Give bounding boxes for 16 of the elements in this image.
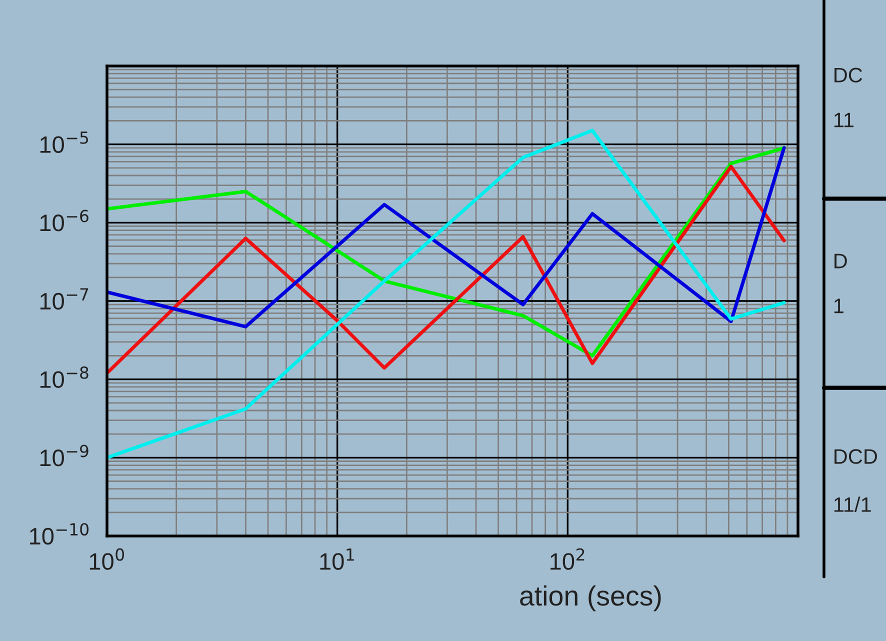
text: 11/1 (834, 496, 871, 512)
x-tick-label: 10$^{0}$ (90, 548, 124, 570)
text: DCD (834, 449, 877, 464)
x-axis-title: ation (secs) (520, 585, 661, 612)
x-tick-label: 10$^{2}$ (550, 548, 584, 570)
y-tick-label: 10$^{−7}$ (40, 288, 88, 310)
y-tick-label: 10$^{−5}$ (40, 132, 88, 153)
y-tick-label: 10$^{−10}$ (30, 523, 89, 545)
y-tick-label: 10$^{−8}$ (40, 366, 88, 388)
text: DC (834, 68, 862, 83)
text: D (834, 254, 847, 268)
text: 1 (834, 298, 844, 314)
x-tick-label: 10$^{1}$ (320, 548, 354, 570)
y-tick-label: 10$^{−9}$ (40, 444, 88, 466)
y-tick-label: 10$^{−6}$ (40, 210, 88, 232)
text: 11 (834, 112, 854, 128)
